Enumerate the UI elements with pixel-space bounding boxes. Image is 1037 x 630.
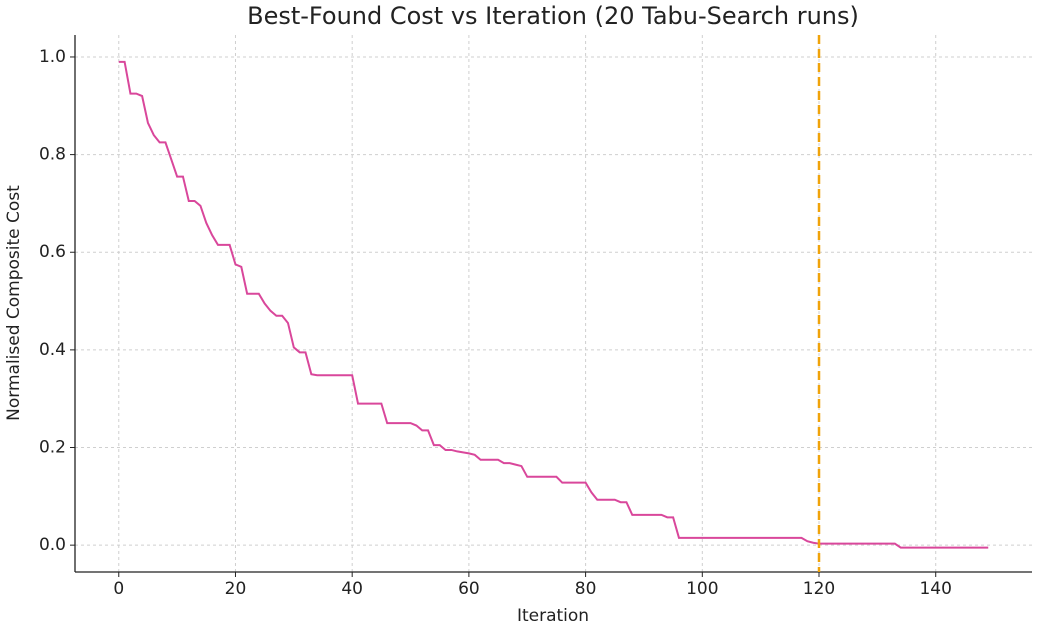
x-tick-label: 80 (575, 579, 597, 599)
line-series (118, 60, 989, 549)
y-tick-label: 0.2 (39, 438, 66, 458)
x-axis-label: Iteration (517, 606, 589, 626)
y-tick-label: 0.8 (39, 145, 66, 165)
x-tick-label: 140 (919, 579, 951, 599)
chart-title: Best-Found Cost vs Iteration (20 Tabu-Se… (247, 2, 859, 30)
x-tick-label: 100 (686, 579, 718, 599)
y-tick-label: 1.0 (39, 47, 66, 67)
y-axis-label: Normalised Composite Cost (4, 185, 24, 421)
y-tick-label: 0.6 (39, 242, 66, 262)
y-tick-label: 0.4 (39, 340, 66, 360)
x-tick-label: 0 (113, 579, 124, 599)
x-tick-label: 120 (803, 579, 835, 599)
x-tick-label: 20 (225, 579, 247, 599)
y-tick-label: 0.0 (39, 535, 66, 555)
x-tick-label: 40 (341, 579, 363, 599)
x-tick-label: 60 (458, 579, 480, 599)
